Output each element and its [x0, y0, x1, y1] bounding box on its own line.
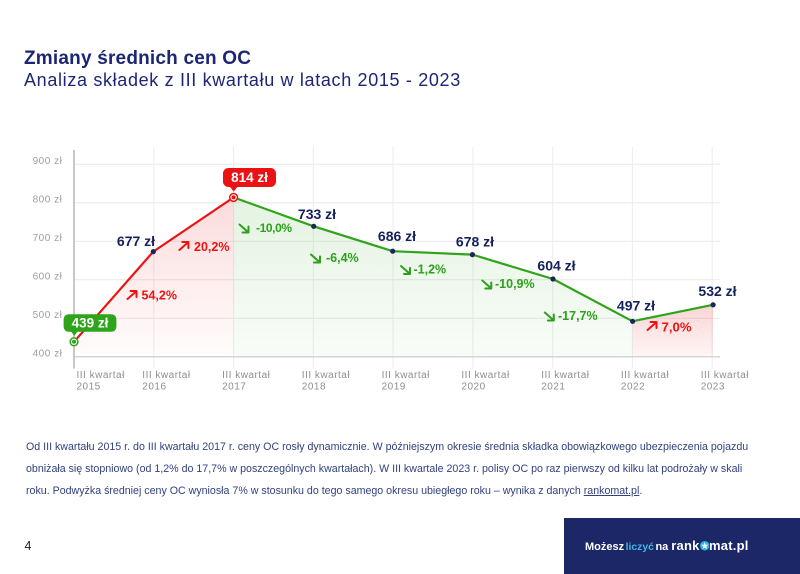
svg-text:2020: 2020: [461, 382, 485, 393]
svg-text:III kwartał: III kwartał: [382, 370, 431, 381]
svg-text:677 zł: 677 zł: [117, 233, 155, 249]
svg-text:800 zł: 800 zł: [33, 194, 63, 205]
svg-text:814 zł: 814 zł: [231, 170, 268, 185]
svg-text:600 zł: 600 zł: [33, 271, 63, 282]
svg-text:-10,9%: -10,9%: [495, 277, 535, 291]
svg-text:2021: 2021: [541, 382, 565, 393]
svg-text:III kwartał: III kwartał: [222, 370, 271, 381]
svg-text:-10,0%: -10,0%: [256, 221, 292, 235]
svg-text:700 zł: 700 zł: [33, 233, 63, 244]
svg-text:III kwartał: III kwartał: [302, 370, 351, 381]
svg-text:604 zł: 604 zł: [537, 257, 575, 273]
svg-text:900 zł: 900 zł: [33, 156, 63, 167]
svg-text:532 zł: 532 zł: [698, 283, 736, 299]
svg-text:-17,7%: -17,7%: [558, 309, 598, 323]
svg-text:2018: 2018: [302, 382, 326, 393]
svg-text:20,2%: 20,2%: [194, 240, 229, 254]
svg-text:2016: 2016: [142, 382, 166, 393]
svg-text:54,2%: 54,2%: [142, 289, 177, 303]
svg-text:678 zł: 678 zł: [456, 233, 494, 249]
svg-text:686 zł: 686 zł: [378, 228, 416, 244]
svg-text:2019: 2019: [382, 382, 406, 393]
svg-text:III kwartał: III kwartał: [701, 370, 750, 381]
svg-text:2022: 2022: [621, 382, 645, 393]
svg-text:2023: 2023: [701, 382, 725, 393]
svg-text:-6,4%: -6,4%: [326, 251, 359, 265]
svg-text:497 zł: 497 zł: [617, 298, 655, 314]
svg-text:2015: 2015: [77, 382, 101, 393]
svg-text:400 zł: 400 zł: [33, 348, 63, 359]
svg-text:2017: 2017: [222, 382, 246, 393]
svg-text:III kwartał: III kwartał: [461, 370, 510, 381]
svg-text:III kwartał: III kwartał: [142, 370, 191, 381]
svg-text:7,0%: 7,0%: [662, 320, 692, 335]
svg-text:III kwartał: III kwartał: [541, 370, 590, 381]
svg-text:439 zł: 439 zł: [72, 316, 109, 331]
svg-text:-1,2%: -1,2%: [414, 263, 447, 277]
svg-text:III kwartał: III kwartał: [621, 370, 670, 381]
svg-text:500 zł: 500 zł: [33, 310, 63, 321]
svg-text:III kwartał: III kwartał: [77, 370, 126, 381]
svg-text:733 zł: 733 zł: [298, 206, 336, 222]
